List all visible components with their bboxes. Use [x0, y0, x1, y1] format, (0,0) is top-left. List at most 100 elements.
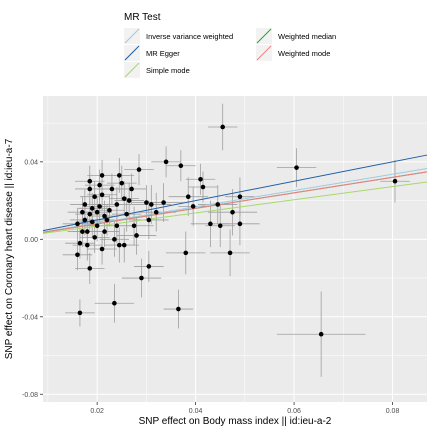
x-tick-label: 0.06: [287, 408, 301, 415]
legend-entry: Inverse variance weighted: [124, 28, 233, 44]
data-point: [129, 186, 134, 192]
data-point: [119, 180, 125, 186]
data-point: [75, 221, 80, 227]
mr-line-weighted-mode: [42, 171, 428, 233]
data-point: [144, 200, 149, 205]
legend-key-line: [124, 28, 140, 44]
data-point: [99, 173, 105, 178]
y-axis: -0.08 -0.04 0.00 0.04: [22, 159, 43, 399]
data-point: [178, 163, 184, 169]
data-point: [134, 233, 139, 238]
data-point: [82, 217, 88, 223]
legend-entry: Simple mode: [124, 62, 190, 78]
data-point: [87, 178, 93, 184]
data-point: [92, 235, 97, 240]
legend: MR Test Inverse variance weighted Weighte…: [124, 12, 336, 78]
data-point: [75, 252, 80, 258]
data-point: [77, 310, 83, 316]
y-tick-label: 0.04: [24, 159, 38, 166]
data-point: [97, 204, 102, 209]
data-point: [99, 192, 105, 198]
data-point: [392, 178, 398, 184]
data-point: [183, 250, 189, 256]
data-point: [94, 223, 100, 229]
data-point: [82, 202, 88, 207]
legend-key-line: [256, 28, 272, 44]
data-point: [114, 223, 120, 229]
legend-entry: MR Egger: [124, 45, 180, 61]
legend-entry: Weighted mode: [256, 45, 330, 61]
data-point: [99, 246, 105, 252]
data-point: [149, 202, 154, 207]
legend-key-line: [124, 62, 140, 78]
legend-key-line: [124, 45, 140, 61]
data-point: [102, 229, 107, 234]
x-tick-label: 0.08: [386, 408, 400, 415]
data-point: [89, 206, 95, 211]
data-point: [220, 124, 225, 130]
data-point: [80, 229, 85, 234]
data-point: [94, 209, 100, 215]
data-point: [92, 194, 97, 200]
legend-entry: Weighted median: [256, 28, 336, 44]
x-tick-label: 0.02: [90, 408, 104, 415]
x-tick-label: 0.04: [189, 408, 203, 415]
data-point: [85, 229, 90, 234]
data-point: [109, 186, 115, 192]
data-point: [208, 221, 213, 227]
data-point: [139, 275, 144, 281]
y-tick-label: -0.08: [22, 392, 38, 399]
data-point: [87, 186, 93, 192]
legend-label: Weighted median: [278, 32, 336, 41]
legend-label: Weighted mode: [278, 49, 330, 58]
data-point: [230, 209, 235, 215]
legend-key-line: [256, 45, 272, 61]
data-point: [161, 200, 166, 205]
data-point: [114, 202, 120, 207]
data-point: [217, 223, 223, 229]
data-point: [77, 240, 83, 246]
data-point: [200, 184, 206, 190]
data-point: [215, 202, 221, 207]
data-point: [153, 209, 159, 215]
data-point: [112, 237, 117, 242]
y-tick-label: -0.04: [22, 314, 38, 321]
data-point: [121, 242, 127, 248]
data-point: [146, 217, 152, 223]
data-point: [227, 250, 233, 256]
legend-label: Inverse variance weighted: [146, 32, 233, 41]
data-point: [104, 217, 110, 223]
data-point: [124, 211, 129, 217]
data-point: [237, 221, 243, 227]
legend-label: Simple mode: [146, 66, 190, 75]
data-point: [294, 165, 299, 170]
mr-line-simple-mode: [42, 181, 428, 234]
y-tick-label: 0.00: [24, 237, 38, 244]
grid-lines: [43, 96, 427, 402]
data-point: [112, 300, 117, 306]
legend-label: MR Egger: [146, 49, 180, 58]
data-point: [102, 213, 107, 219]
data-points: [75, 124, 398, 337]
data-point: [121, 196, 127, 201]
data-point: [107, 207, 112, 213]
x-axis: 0.02 0.04 0.06 0.08: [90, 402, 399, 415]
data-point: [117, 173, 122, 178]
data-point: [136, 167, 142, 172]
data-point: [89, 219, 95, 225]
data-point: [185, 194, 191, 200]
data-point: [87, 266, 93, 271]
data-point: [117, 242, 122, 248]
data-point: [163, 159, 169, 165]
legend-entries: Inverse variance weighted Weighted median…: [124, 28, 336, 78]
data-point: [176, 306, 181, 312]
data-point: [131, 223, 137, 229]
legend-title: MR Test: [124, 12, 161, 23]
data-point: [80, 209, 85, 215]
y-axis-title: SNP effect on Coronary heart disease || …: [4, 138, 15, 359]
data-point: [146, 264, 152, 269]
data-point: [237, 194, 243, 200]
data-point: [318, 331, 324, 337]
x-axis-title: SNP effect on Body mass index || id:ieu-…: [139, 416, 332, 427]
